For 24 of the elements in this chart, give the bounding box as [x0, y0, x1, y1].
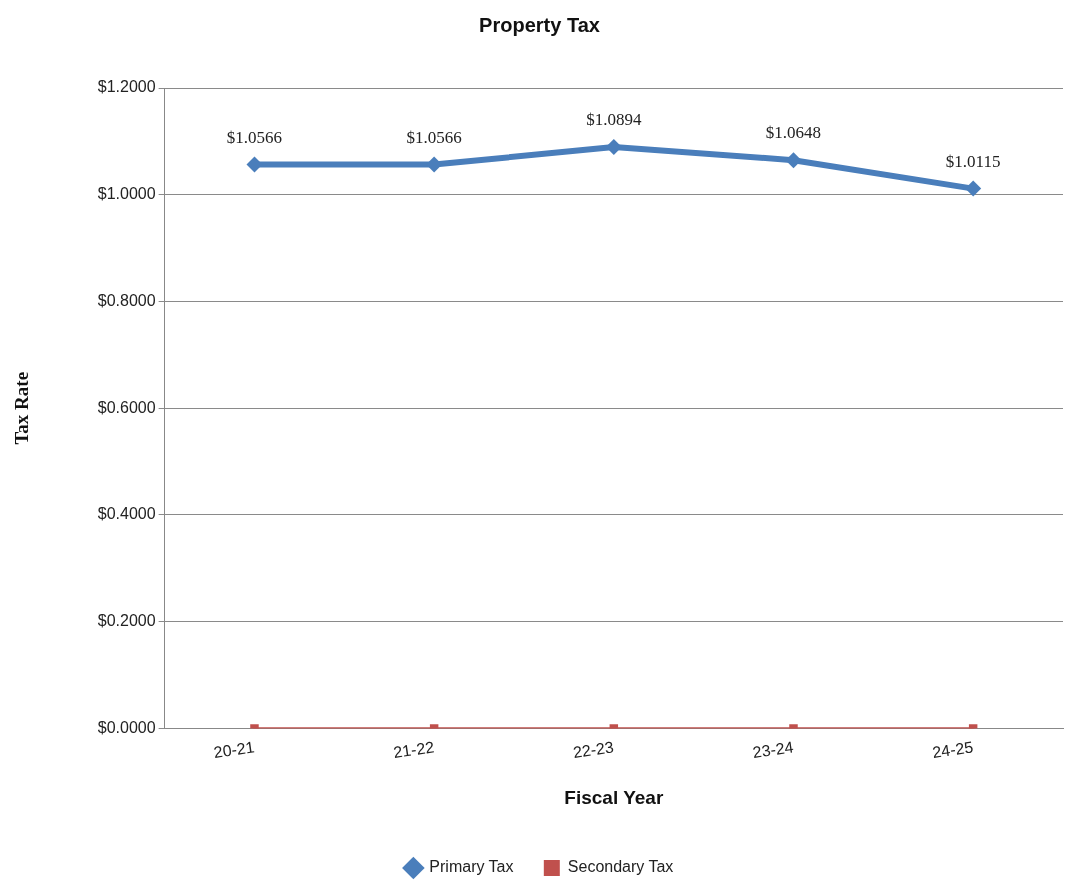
y-tick-label: $0.4000	[97, 505, 156, 523]
y-axis-title: Tax Rate	[11, 371, 33, 445]
y-tick-label: $1.0000	[97, 185, 156, 203]
data-label: $1.0566	[226, 127, 283, 147]
x-axis-title: Fiscal Year	[564, 786, 664, 808]
data-label: $1.0894	[586, 110, 642, 129]
data-label: $1.0648	[765, 123, 822, 143]
y-tick-label: $0.2000	[97, 612, 156, 630]
x-tick-label: 23-24	[751, 738, 795, 762]
point	[965, 180, 982, 197]
x-tick-label: 22-23	[571, 738, 615, 762]
y-tick-label: $1.2000	[97, 78, 156, 96]
y-tick-label: $0.8000	[97, 291, 156, 309]
y-tick-label: $0.6000	[97, 398, 156, 416]
y-tick-label: $0.0000	[97, 718, 156, 736]
x-tick-label: 21-22	[392, 738, 436, 762]
x-tick-label: 20-21	[212, 738, 256, 762]
chart-title: Property Tax	[479, 13, 600, 36]
data-label: $1.0115	[945, 151, 1001, 171]
legend-label: Primary Tax	[429, 858, 514, 876]
point	[785, 152, 802, 169]
legend-label: Secondary Tax	[567, 858, 674, 876]
data-label: $1.0566	[406, 127, 462, 147]
x-tick-label: 24-25	[931, 738, 975, 762]
